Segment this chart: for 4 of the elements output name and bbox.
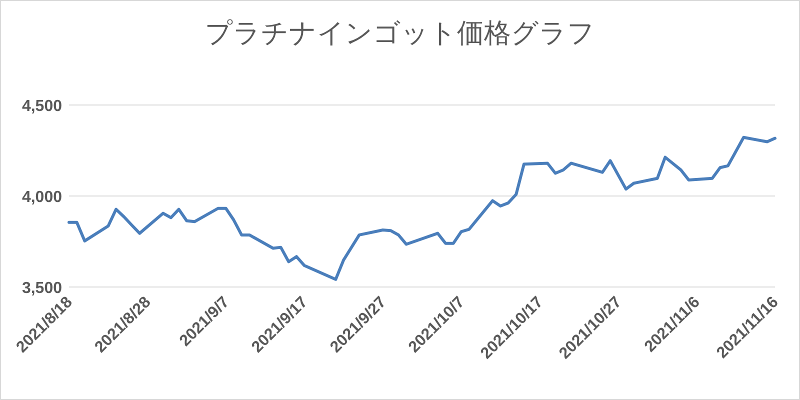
y-tick-label: 4,500 [22, 98, 62, 115]
y-tick-label: 4,000 [22, 189, 62, 206]
y-tick-label: 3,500 [22, 280, 62, 297]
title: プラチナインゴット価格グラフ [205, 18, 595, 48]
